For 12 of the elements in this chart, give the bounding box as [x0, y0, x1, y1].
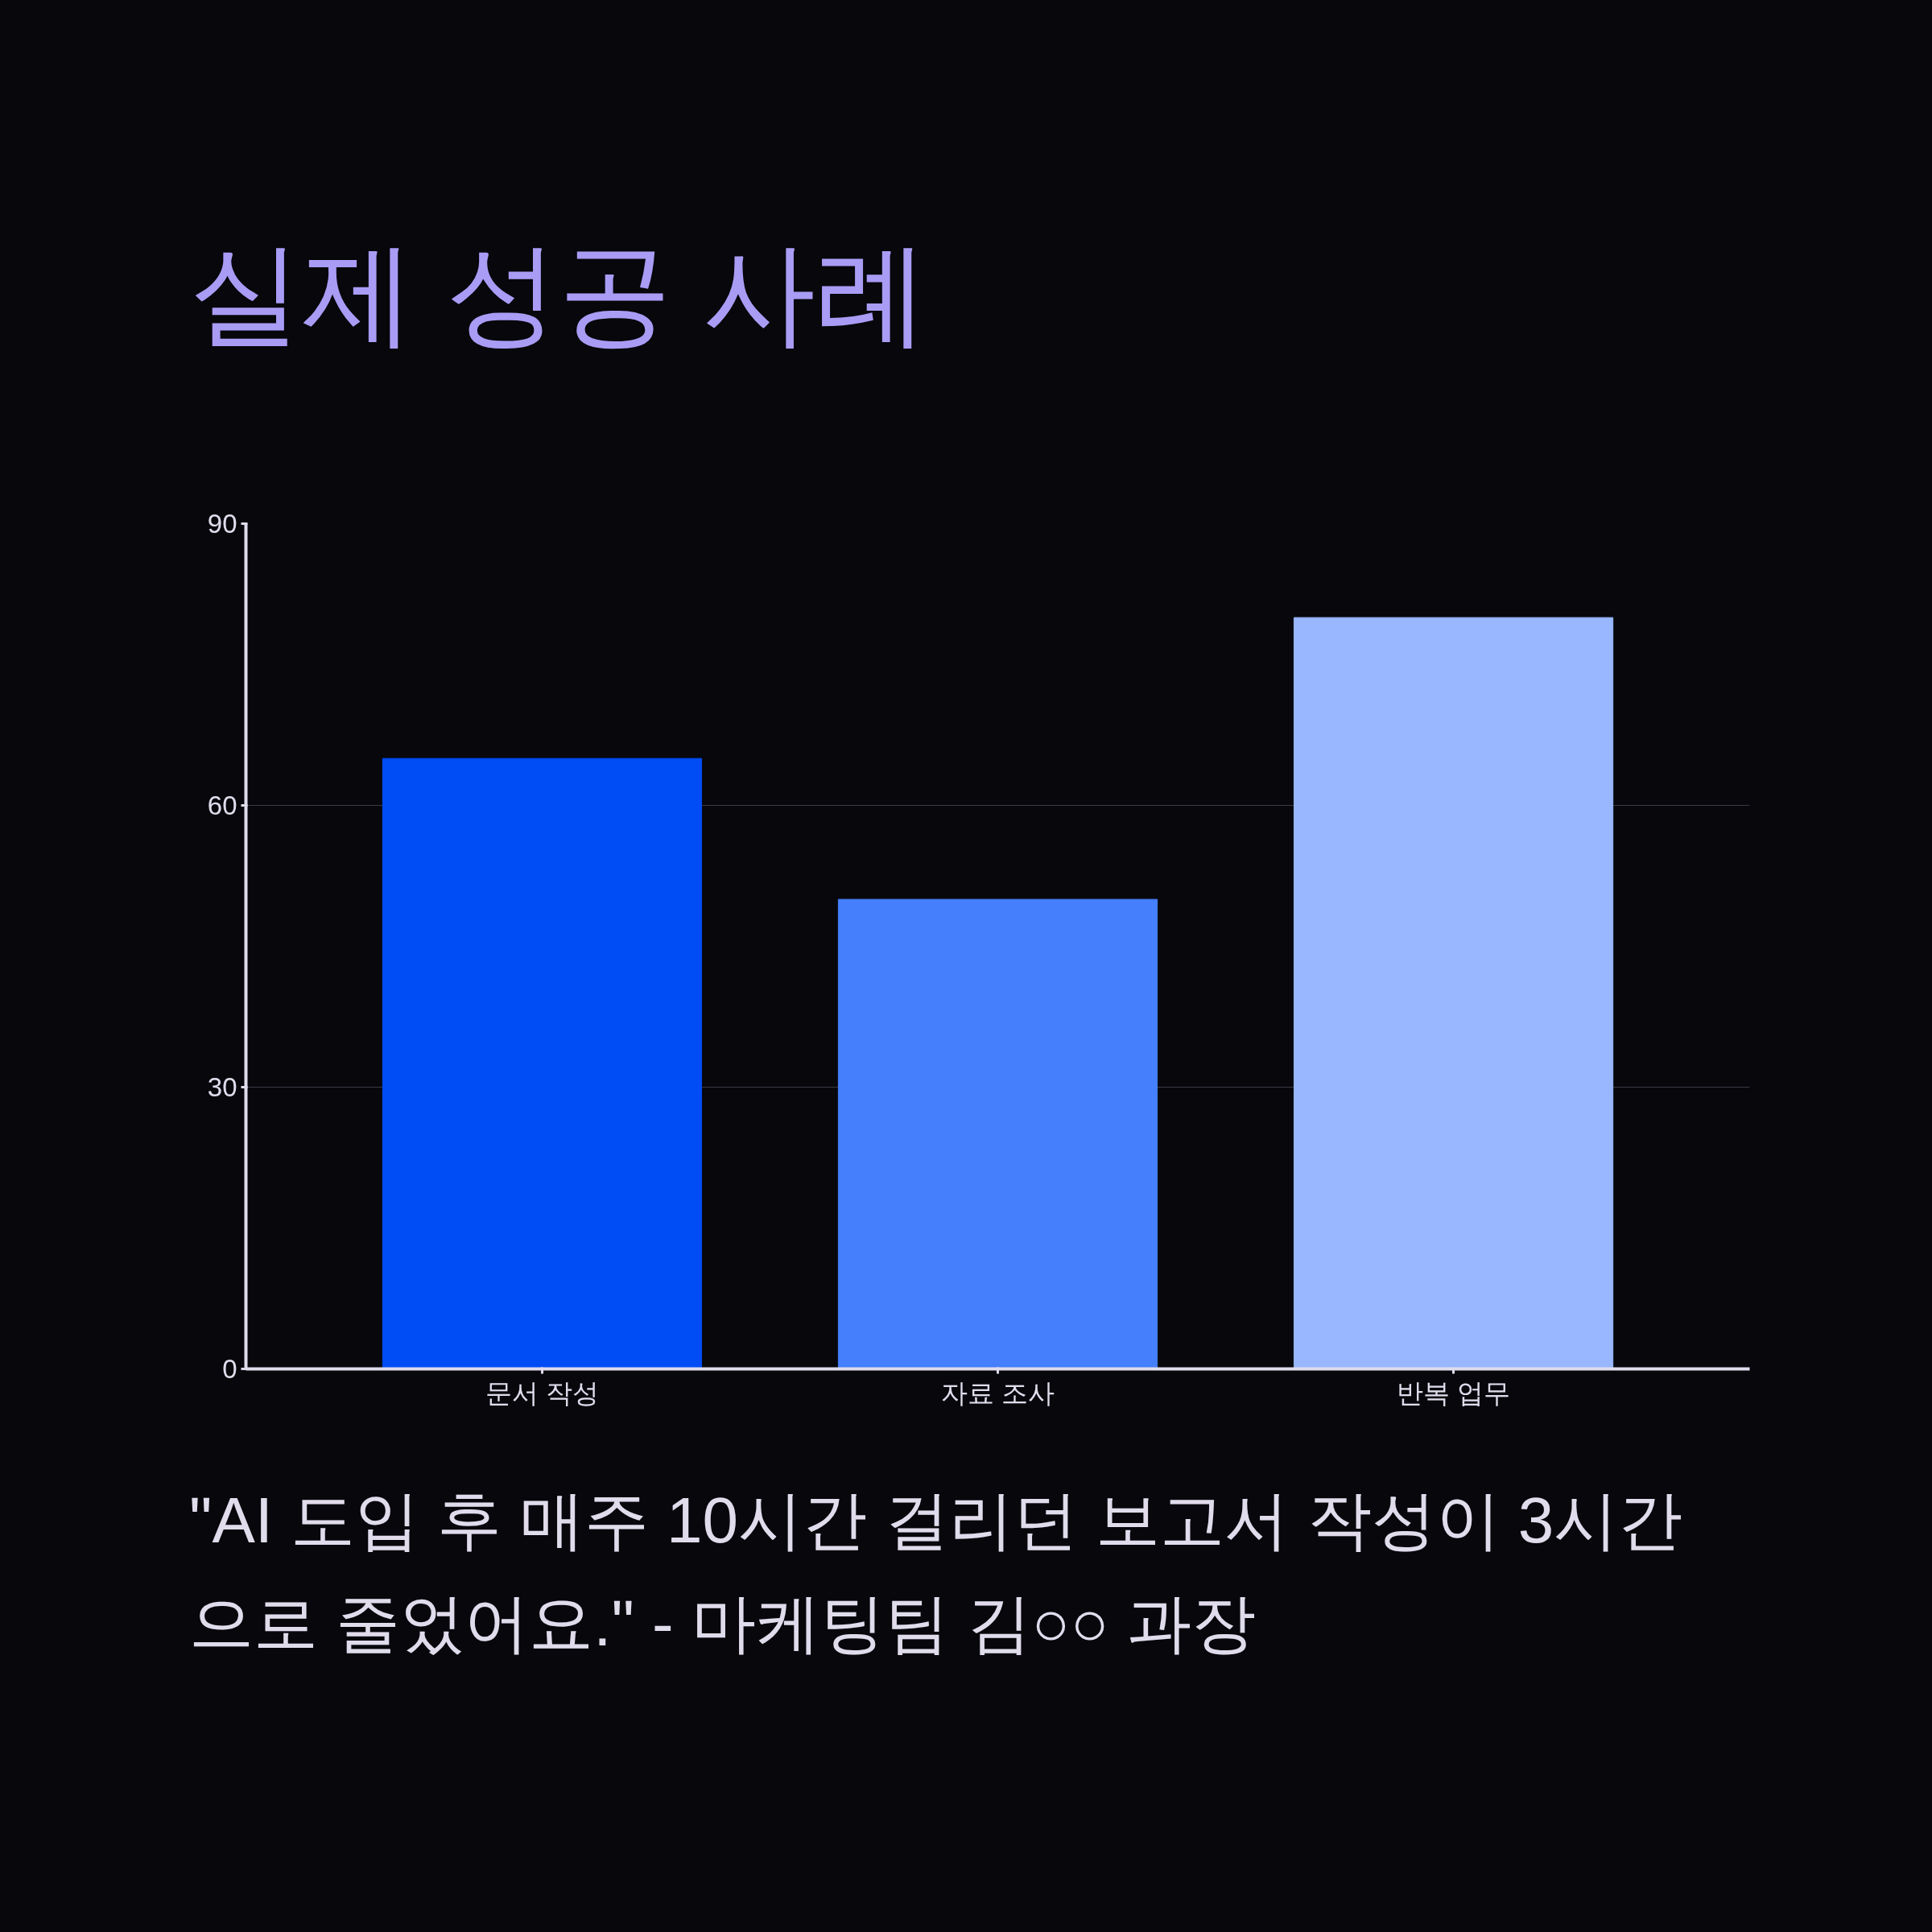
- y-tick-label: 0: [222, 1354, 237, 1384]
- bar: [837, 898, 1158, 1369]
- text: "AI 도입 후 매주 10시간 걸리던 보고서 작성이 3시간으로 줄었어요." - 마케팅팀 김○○ 과장: [189, 1484, 1684, 1661]
- y-tick-label: 60: [207, 791, 237, 820]
- x-tick-label: 반복 업무: [1396, 1377, 1511, 1408]
- x-tick-label: 문서 작성: [485, 1377, 600, 1408]
- bar: [1293, 617, 1614, 1369]
- chart-title: 실제 성공 사례: [189, 230, 928, 357]
- y-tick-label: 30: [207, 1072, 237, 1102]
- bar: [382, 758, 703, 1369]
- x-tick-label: 자료 조사: [940, 1377, 1055, 1408]
- y-tick-label: 90: [207, 509, 237, 539]
